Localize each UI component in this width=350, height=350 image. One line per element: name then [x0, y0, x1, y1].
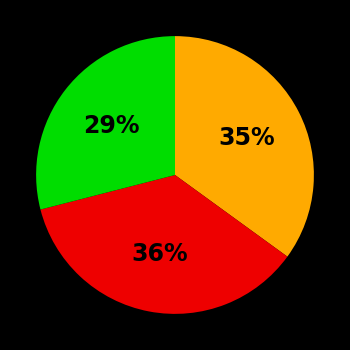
Wedge shape	[36, 36, 175, 210]
Text: 29%: 29%	[83, 114, 140, 138]
Wedge shape	[175, 36, 314, 257]
Text: 36%: 36%	[132, 242, 188, 266]
Text: 35%: 35%	[218, 126, 275, 150]
Wedge shape	[41, 175, 287, 314]
